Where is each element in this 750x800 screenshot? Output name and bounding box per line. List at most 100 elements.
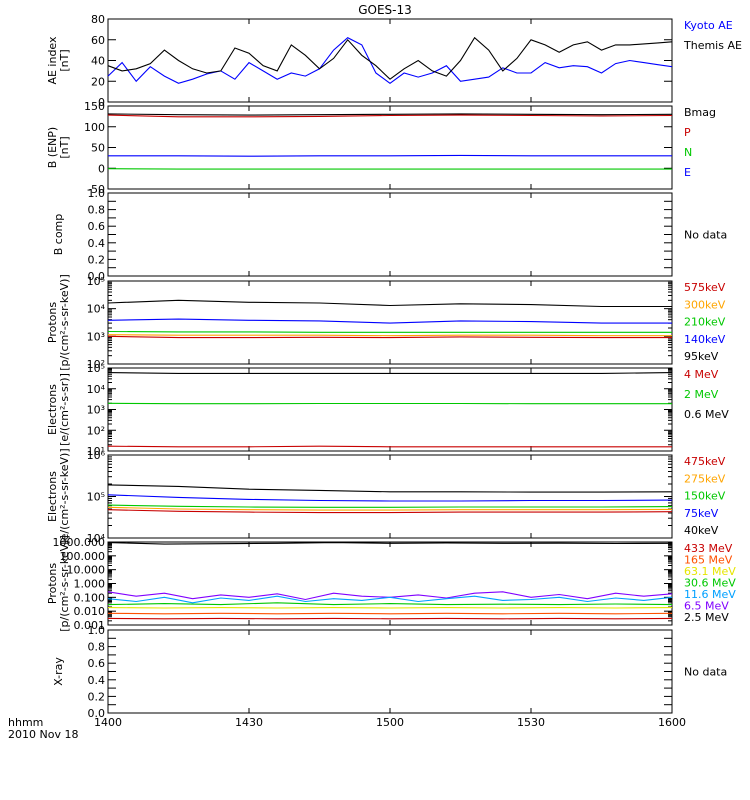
ytick-label: 1.0 (88, 187, 106, 200)
ytick-label: 0.0 (88, 270, 106, 283)
ytick-label: 0.2 (88, 253, 106, 266)
ytick-label: 20 (91, 75, 105, 88)
legend-entry: 2 MeV (684, 388, 719, 401)
series-line (107, 37, 673, 84)
ytick-label: 0 (98, 96, 105, 109)
ytick-label: 0.001 (74, 619, 106, 632)
ylabel: [e/(cm²-s-sr-keV)] (58, 448, 71, 544)
xtick-label: 1500 (376, 716, 404, 729)
ylabel: B comp (52, 214, 65, 256)
legend-entry: 140keV (684, 333, 726, 346)
xtick-label: 1400 (94, 716, 122, 729)
legend-entry: P (684, 126, 691, 139)
ytick-label: 10.000 (67, 564, 106, 577)
ytick-label: 0.2 (88, 690, 106, 703)
ytick-label: 0.010 (74, 605, 106, 618)
panel-frame (107, 367, 673, 452)
series-line (107, 612, 673, 615)
legend-entry: 40keV (684, 524, 719, 537)
ytick-label: 10¹ (87, 445, 105, 458)
ylabel: [p/(cm²-s-sr-keV)] (58, 274, 71, 371)
legend-entry: 95keV (684, 350, 719, 363)
ytick-label: 150 (84, 100, 105, 113)
series-line (107, 113, 673, 116)
ylabel: B (ENP) (46, 127, 59, 168)
ytick-label: 10² (87, 424, 105, 437)
panel-frame (107, 629, 673, 714)
series-line (107, 494, 673, 502)
ytick-label: 80 (91, 13, 105, 26)
series-line (107, 445, 672, 448)
ytick-label: 0.4 (88, 237, 106, 250)
panel-2: -50 0 50 100 150 B (ENP) [nT] Bmag PNE (46, 100, 716, 196)
series-line (107, 504, 673, 508)
series-line (107, 591, 673, 601)
ytick-label: 0.8 (88, 204, 106, 217)
ytick-label: 100.000 (60, 550, 106, 563)
legend-entry: Kyoto AE (684, 19, 733, 32)
plot-title: GOES-13 (358, 3, 412, 17)
ytick-label: 60 (91, 34, 105, 47)
ylabel: Protons (46, 302, 59, 343)
ytick-label: -50 (87, 183, 105, 196)
series-line (107, 372, 673, 374)
panel-frame (107, 105, 673, 190)
ytick-label: 10⁴ (87, 383, 106, 396)
panel-3: 0.0 0.2 0.4 0.6 0.8 1.0 B comp No data (52, 187, 727, 283)
panel-frame (107, 192, 673, 277)
ytick-label: 1.000 (74, 578, 106, 591)
panel-6: 10⁴ 10⁵ 10⁶ Electrons [e/(cm²-s-sr-keV)] 475k… (46, 448, 726, 545)
legend-entry: Bmag (684, 106, 716, 119)
ytick-label: 0.6 (88, 220, 106, 233)
legend-entry: 300keV (684, 298, 726, 311)
legend-entry: No data (684, 666, 727, 679)
legend-entry: E (684, 166, 691, 179)
ytick-label: 40 (91, 55, 105, 68)
series-line (107, 484, 673, 493)
xtick-label: 1600 (658, 716, 686, 729)
ytick-label: 10⁵ (87, 491, 105, 504)
ylabel: X-ray (52, 657, 65, 686)
time-axis: 1400 1430 1500 1530 1600 (94, 716, 686, 729)
ytick-label: 0 (98, 162, 105, 175)
series-line (107, 542, 673, 545)
time-unit-label: hhmm (8, 716, 43, 729)
legend-entry: 210keV (684, 316, 726, 329)
ytick-label: 10⁴ (87, 303, 106, 316)
legend-entry: 2.5 MeV (684, 611, 729, 624)
ylabel: [nT] (58, 136, 71, 158)
panel-frame (107, 454, 673, 539)
series-line (107, 36, 673, 80)
legend-entry: 275keV (684, 472, 726, 485)
ylabel: AE index (46, 36, 59, 85)
legend-entry: 63.1 MeV (684, 565, 736, 578)
panel-frame (107, 541, 673, 626)
legend-entry: 11.6 MeV (684, 588, 736, 601)
ytick-label: 10² (87, 358, 105, 371)
panel-frame (107, 18, 673, 103)
ytick-label: 10⁴ (87, 532, 106, 545)
ytick-label: 10³ (87, 330, 105, 343)
date-label: 2010 Nov 18 (8, 728, 78, 741)
legend-entry: 165 MeV (684, 554, 733, 567)
series-line (107, 318, 672, 324)
series-line (107, 299, 672, 308)
ylabel: [nT] (58, 49, 71, 71)
panel-1: 0 20 40 60 80 AE index [nT] Kyoto AE Themis AE (46, 13, 742, 109)
ytick-label: 100 (84, 121, 105, 134)
ylabel: [p/(cm²-s-sr-keV)] (58, 535, 71, 632)
legend-entry: 475keV (684, 455, 726, 468)
legend-entry: 575keV (684, 281, 726, 294)
legend-entry: 30.6 MeV (684, 577, 736, 590)
legend-entry: 4 MeV (684, 368, 719, 381)
ylabel: [e/(cm²-s-sr)] (58, 373, 71, 446)
xtick-label: 1530 (517, 716, 545, 729)
panel-5: 10¹ 10² 10³ 10⁴ 10⁵ Electrons [e/(cm²-s-sr)] 4 … (46, 362, 729, 458)
legend-entry: 150keV (684, 490, 726, 503)
legend-entry: 433 MeV (684, 542, 733, 555)
ytick-label: 1000.000 (53, 536, 106, 549)
panel-7: 0.0010.0100.1001.00010.000100.0001000.00… (46, 535, 736, 632)
series-line (107, 334, 672, 337)
ylabel: Electrons (46, 384, 59, 435)
